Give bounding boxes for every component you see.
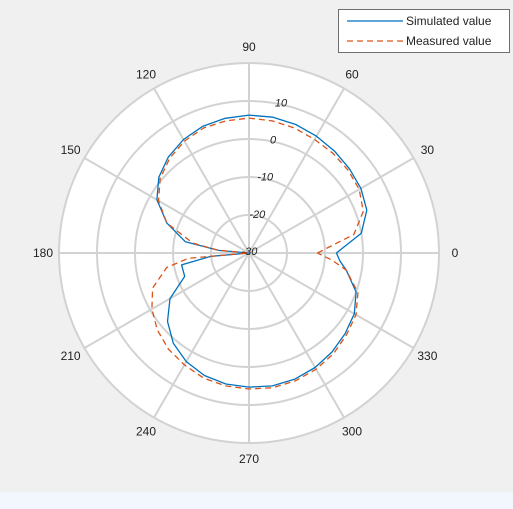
bottom-strip [0,492,513,509]
angle-label-180: 180 [33,246,53,260]
spoke-240 [153,252,250,419]
ring--20 [210,214,288,292]
spoke-210 [83,252,250,349]
spoke-60 [248,87,345,254]
angle-label-90: 90 [242,40,256,54]
angle-label-300: 300 [342,424,362,438]
radial-label-10: 10 [275,97,288,109]
radial-label--30: -30 [241,246,258,258]
ring-0 [134,138,364,368]
legend-label-measured: Measured value [406,34,492,48]
radial-label-0: 0 [270,135,277,147]
outer-ring [58,62,440,444]
angle-label-0: 0 [452,246,459,260]
ring--10 [172,176,326,330]
angle-label-30: 30 [421,143,435,157]
spoke-150 [83,157,250,254]
angle-label-240: 240 [136,424,156,438]
ring-10 [96,100,402,406]
legend[interactable]: Simulated value Measured value [338,9,510,53]
series-line-simulated [156,114,368,388]
legend-entry-simulated[interactable]: Simulated value [339,11,509,31]
spoke-30 [248,157,415,254]
radial-label--20: -20 [249,209,266,221]
angle-label-60: 60 [345,68,359,82]
radial-label--10: -10 [257,172,274,184]
spoke-330 [248,252,415,349]
angle-label-120: 120 [136,68,156,82]
angle-label-210: 210 [61,349,81,363]
angle-label-270: 270 [239,452,259,466]
legend-swatch-measured [347,40,403,42]
angle-label-330: 330 [417,349,437,363]
angle-label-150: 150 [61,143,81,157]
legend-swatch-simulated [347,20,403,22]
spoke-120 [153,87,250,254]
legend-entry-measured[interactable]: Measured value [339,31,509,51]
tick-labels: 0 30 60 90 120 150 180 210 240 270 300 330 -30 -20 -10… [33,40,459,466]
spoke-300 [248,252,345,419]
legend-label-simulated: Simulated value [406,14,492,28]
series-layer [151,114,368,390]
